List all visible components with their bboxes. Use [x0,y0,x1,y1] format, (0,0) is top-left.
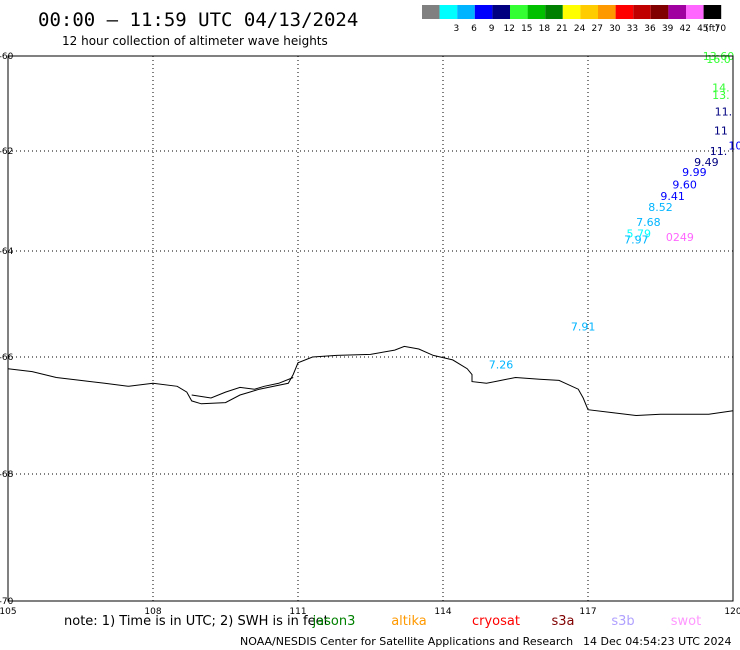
map-title: 00:00 – 11:59 UTC 04/13/2024 [38,9,358,31]
antarctic-coastline [7,345,734,417]
map-subtitle: 12 hour collection of altimeter wave hei… [62,34,328,48]
legend-label: 9 [489,24,495,34]
legend-swatch [527,5,546,19]
wave-height-label: 14. [712,82,730,95]
satellite-jason3: jason3 [312,614,356,629]
legend-label: 6 [471,24,477,34]
legend-swatch [650,5,669,19]
legend-swatch [598,5,616,19]
legend-label: 24 [574,24,586,34]
legend-label: 18 [539,24,551,34]
color-legend: 3 6 9 12 15 18 21 24 27 30 33 36 39 42 45 70(ft) [422,5,726,34]
legend-swatch [668,5,686,19]
satellite-s3b: s3b [611,614,634,629]
legend-label: 27 [591,24,602,34]
lon-tick-label: 117 [579,607,596,617]
legend-label: 33 [627,24,638,34]
legend-swatch [562,5,581,19]
axis-ticks: 105 108 111 114 117 120 -60 -62 -64 -66 -68 -70 [0,52,740,617]
wave-height-label: 11. [710,145,728,158]
legend-label: 70 [715,24,727,34]
satellite-swot: swot [671,614,701,629]
legend-swatch [510,5,528,19]
legend-swatch [492,5,510,19]
satellite-s3a: s3a [551,614,574,629]
lat-tick-label: -62 [0,147,13,157]
legend-label: 39 [662,24,674,34]
wave-height-label: 0249 [666,231,694,244]
lon-tick-label: 114 [434,607,451,617]
lat-tick-label: -70 [0,597,14,607]
graticule [7,55,734,602]
satellite-cryosat: cryosat [472,614,520,629]
wave-height-label: 8.52 [648,201,673,214]
legend-swatch [474,5,493,19]
wave-height-label: 7.97 [624,234,649,247]
lat-tick-label: -66 [0,353,14,363]
legend-swatch [686,5,704,19]
lat-tick-label: -60 [0,52,14,62]
lat-tick-label: -64 [0,247,14,257]
legend-swatch [633,5,651,19]
map-frame [7,55,734,602]
legend-label: 36 [644,24,656,34]
coastline-inlet [191,377,294,399]
legend-label: 42 [679,24,690,34]
wave-height-label: 9.99 [682,166,707,179]
legend-label: 21 [556,24,567,34]
legend-swatch [703,5,722,19]
lon-tick-label: 120 [724,607,740,617]
legend-swatch [580,5,598,19]
footer-note: note: 1) Time is in UTC; 2) SWH is in fe… [64,614,329,629]
legend-swatch [439,5,458,19]
wave-height-label: 10 [728,140,740,153]
legend-label: 30 [609,24,621,34]
wave-height-label: 7.26 [489,359,514,372]
lat-tick-label: -68 [0,470,14,480]
legend-swatch [615,5,634,19]
legend-swatch [457,5,475,19]
wave-height-label: 11. [715,105,733,118]
legend-label: 3 [454,24,460,34]
wave-height-label: 9.49 [694,156,719,169]
legend-label: 12 [503,24,514,34]
altimeter-observations: 7.91 7.26 7.97 0249 5.797.68 8.529.419.609.99… [489,50,740,372]
lon-tick-label: 105 [0,607,17,617]
wave-height-label: 7.91 [571,321,596,334]
wave-height-label: 11 [714,124,728,137]
satellite-altika: altika [391,614,427,629]
wave-height-label: 7.68 [636,216,661,229]
legend-label: 45 [697,24,708,34]
satellite-legend: jason3 altika cryosat s3a s3b swot [312,614,702,629]
legend-swatch [545,5,563,19]
legend-label: 15 [521,24,532,34]
footer-credit: NOAA/NESDIS Center for Satellite Applica… [240,635,573,648]
wave-height-label: 5.79 [627,228,652,241]
footer-timestamp: 14 Dec 04:54:23 UTC 2024 [583,635,731,648]
wave-height-label: 13. [712,89,730,102]
wave-height-label: 9.60 [672,179,697,192]
legend-unit: (ft) [705,24,719,34]
lon-tick-label: 108 [144,607,161,617]
lon-tick-label: 111 [289,607,306,617]
legend-swatch [422,5,440,19]
wave-height-label: 9.41 [660,190,685,203]
